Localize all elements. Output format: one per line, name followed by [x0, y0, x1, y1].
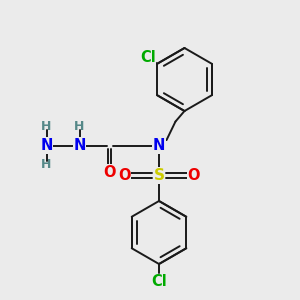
Text: H: H — [41, 120, 52, 133]
Text: N: N — [153, 138, 165, 153]
Text: S: S — [154, 168, 164, 183]
Text: H: H — [41, 158, 52, 171]
Text: H: H — [74, 120, 85, 133]
Text: O: O — [118, 168, 131, 183]
Text: N: N — [73, 138, 86, 153]
Text: Cl: Cl — [140, 50, 156, 65]
Text: O: O — [103, 165, 116, 180]
Text: N: N — [40, 138, 53, 153]
Text: Cl: Cl — [151, 274, 167, 290]
Text: O: O — [187, 168, 200, 183]
